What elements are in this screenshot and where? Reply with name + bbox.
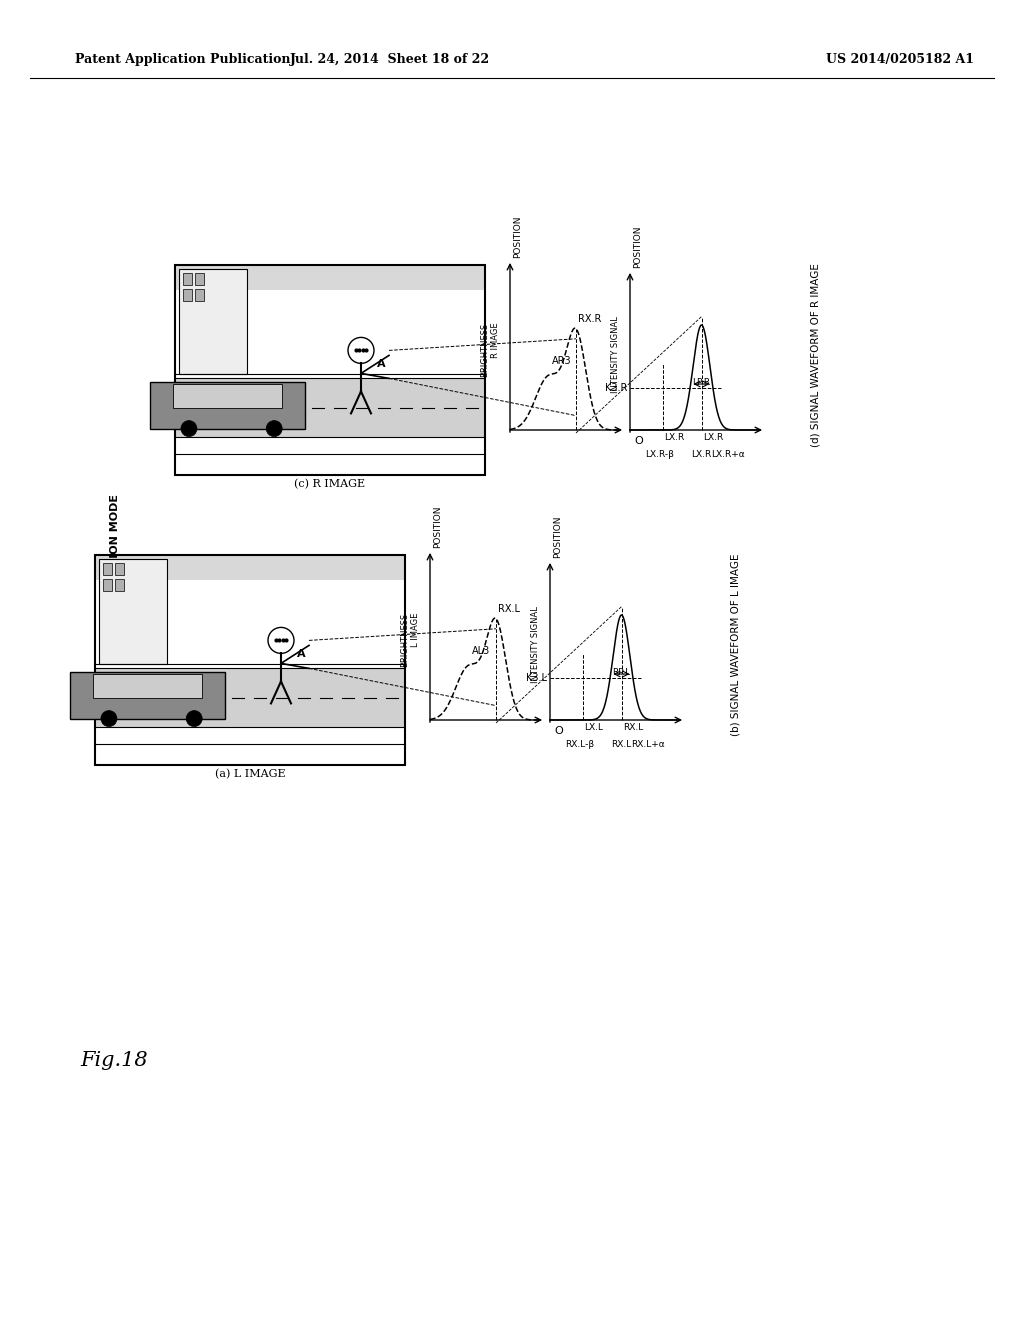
Text: A: A [297,649,305,660]
Text: Fig.18: Fig.18 [80,1051,147,1069]
Text: INTENSITY SIGNAL: INTENSITY SIGNAL [531,607,540,684]
Text: RP.L: RP.L [612,668,631,677]
Text: (d) SIGNAL WAVEFORM OF R IMAGE: (d) SIGNAL WAVEFORM OF R IMAGE [810,263,820,447]
Text: LX.R+α: LX.R+α [711,450,744,459]
Bar [175,265,485,475]
Bar [183,289,193,301]
Text: LP.R: LP.R [692,378,711,387]
Circle shape [268,627,294,653]
Text: POSITION: POSITION [513,215,522,257]
Text: POSITION: POSITION [633,226,642,268]
Text: RX.L: RX.L [611,741,632,748]
Text: (c) R IMAGE: (c) R IMAGE [295,479,366,488]
Bar [71,672,225,718]
Text: BRIGHTNESS
R IMAGE: BRIGHTNESS R IMAGE [480,323,500,378]
Circle shape [181,421,197,437]
Text: A: A [377,359,385,370]
Text: (a) L IMAGE: (a) L IMAGE [215,768,286,779]
Text: AL3: AL3 [472,645,490,656]
Circle shape [186,710,202,726]
Text: RX.L+α: RX.L+α [631,741,665,748]
Bar [179,269,247,374]
Text: Patent Application Publication: Patent Application Publication [75,54,291,66]
Text: LX.R: LX.R [691,450,712,459]
Text: O: O [554,726,563,737]
Circle shape [101,710,117,726]
Bar [173,384,282,408]
Text: RX.L-β: RX.L-β [565,741,595,748]
Text: O: O [634,436,643,446]
Text: RX.L: RX.L [624,723,644,733]
Text: LX.R-β: LX.R-β [645,450,675,459]
Text: LX.R: LX.R [703,433,724,442]
Bar [115,564,124,576]
Bar [183,273,193,285]
Text: K3.R: K3.R [604,383,627,393]
Text: LX.R: LX.R [665,433,685,442]
Text: BRIGHTNESS
L IMAGE: BRIGHTNESS L IMAGE [400,612,420,667]
Bar [175,379,485,437]
Text: US 2014/0205182 A1: US 2014/0205182 A1 [826,54,974,66]
Bar [95,668,406,727]
Bar [95,554,406,581]
Text: RX.L: RX.L [498,605,520,614]
Text: Jul. 24, 2014  Sheet 18 of 22: Jul. 24, 2014 Sheet 18 of 22 [290,54,490,66]
Bar [115,579,124,591]
Bar [175,265,485,290]
Bar [151,383,305,429]
Text: INTENSITY SIGNAL: INTENSITY SIGNAL [611,317,620,393]
Text: K3.L: K3.L [526,673,547,682]
Bar [99,558,167,664]
Text: COMPRESSION MODE: COMPRESSION MODE [110,494,120,626]
Text: RX.R: RX.R [578,314,601,325]
Bar [103,564,112,576]
Text: LX.L: LX.L [585,723,603,733]
Bar [195,289,204,301]
Text: AR3: AR3 [552,356,571,366]
Text: POSITION: POSITION [433,506,442,548]
Bar [95,554,406,766]
Text: (b) SIGNAL WAVEFORM OF L IMAGE: (b) SIGNAL WAVEFORM OF L IMAGE [730,554,740,737]
Circle shape [266,421,283,437]
Bar [195,273,204,285]
Text: POSITION: POSITION [553,516,562,558]
Bar [103,579,112,591]
Bar [93,675,202,697]
Circle shape [348,338,374,363]
